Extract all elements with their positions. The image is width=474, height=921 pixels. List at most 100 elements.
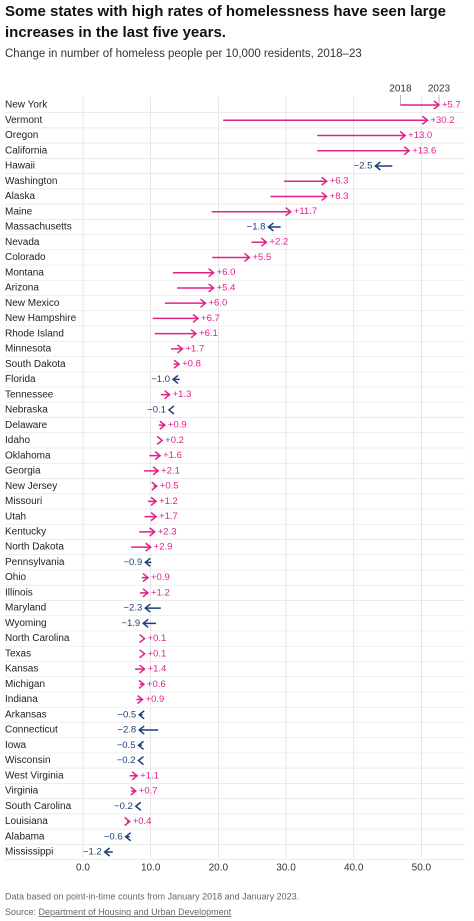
arrow [170, 344, 184, 354]
state-label: Wyoming [5, 618, 47, 629]
arrow [267, 222, 281, 232]
state-label: Indiana [5, 694, 38, 705]
change-label: −0.9 [123, 557, 142, 568]
x-tick-label: 10.0 [141, 863, 161, 874]
arrow [177, 283, 215, 293]
change-label: +0.8 [182, 359, 201, 370]
arrow [167, 405, 175, 415]
arrow [156, 435, 164, 445]
state-label: Kansas [5, 664, 38, 675]
change-label: −0.2 [117, 755, 136, 766]
change-label: −0.6 [104, 831, 123, 842]
arrow [173, 359, 181, 369]
state-label: Tennessee [5, 389, 54, 400]
arrow [143, 466, 160, 476]
arrow [134, 801, 142, 811]
change-label: +6.3 [330, 176, 349, 187]
state-label: Massachusetts [5, 222, 72, 233]
arrow [400, 100, 441, 110]
state-label: Kentucky [5, 527, 46, 538]
change-label: −0.5 [117, 709, 136, 720]
state-label: Iowa [5, 740, 27, 751]
change-label: +0.9 [151, 572, 170, 583]
change-label: +0.6 [147, 679, 166, 690]
x-tick-label: 40.0 [344, 863, 364, 874]
arrow [223, 115, 429, 125]
arrow [149, 451, 162, 461]
source-link[interactable]: Department of Housing and Urban Developm… [39, 907, 232, 917]
state-label: Pennsylvania [5, 557, 65, 568]
change-label: +13.6 [412, 145, 436, 156]
arrow [144, 603, 161, 613]
state-label: New Mexico [5, 298, 60, 309]
arrow [173, 268, 215, 278]
state-label: Virginia [5, 786, 39, 797]
state-label: Alabama [5, 831, 45, 842]
arrow [135, 664, 146, 674]
change-label: +1.1 [140, 770, 159, 781]
change-label: +0.9 [168, 420, 187, 431]
change-label: +13.0 [408, 130, 432, 141]
state-label: Arkansas [5, 709, 47, 720]
arrow [139, 649, 146, 659]
change-label: +1.2 [151, 587, 170, 598]
change-label: +1.6 [163, 450, 182, 461]
arrow [139, 633, 146, 644]
state-label: Washington [5, 176, 57, 187]
arrow [160, 390, 171, 400]
arrow [147, 496, 158, 506]
change-label: +5.5 [252, 252, 271, 263]
change-label: +5.7 [442, 100, 461, 111]
state-label: Louisiana [5, 816, 48, 827]
arrow [154, 329, 198, 339]
change-label: −1.8 [247, 221, 266, 232]
state-label: Idaho [5, 435, 30, 446]
change-label: +1.4 [148, 664, 167, 675]
arrow [317, 130, 407, 141]
state-label: Arizona [5, 283, 39, 294]
state-label: South Dakota [5, 359, 66, 370]
change-label: +0.9 [146, 694, 165, 705]
change-label: +0.1 [148, 633, 167, 644]
state-label: New Hampshire [5, 313, 77, 324]
state-label: Michigan [5, 679, 45, 690]
state-label: Connecticut [5, 725, 58, 736]
chart-title: Some states with high rates of homelessn… [5, 3, 446, 20]
state-label: Maine [5, 206, 33, 217]
arrow [171, 374, 180, 384]
arrow [141, 573, 150, 583]
arrow [317, 146, 411, 156]
arrow [251, 237, 268, 247]
arrow [130, 786, 137, 796]
source-label: Source: [5, 907, 36, 917]
change-label: −0.2 [114, 801, 133, 812]
state-label: North Dakota [5, 542, 64, 553]
arrow [158, 420, 167, 430]
change-label: +0.7 [139, 786, 158, 797]
change-label: −1.2 [83, 847, 102, 858]
state-label: Mississippi [5, 847, 53, 858]
arrow [131, 542, 152, 552]
change-label: +1.2 [159, 496, 178, 507]
arrow [212, 252, 251, 263]
legend-label: 2018 [389, 84, 412, 95]
state-label: Illinois [5, 587, 33, 598]
state-label: Nebraska [5, 405, 48, 416]
change-label: +11.7 [294, 206, 317, 217]
chart-title: increases in the last five years. [5, 24, 226, 41]
change-label: −2.3 [123, 603, 142, 614]
state-label: North Carolina [5, 633, 70, 644]
arrow [211, 207, 292, 217]
change-label: +6.1 [199, 328, 218, 339]
state-label: Utah [5, 511, 26, 522]
note: Data based on point-in-time counts from … [5, 891, 299, 901]
state-label: Oregon [5, 130, 38, 141]
arrow [144, 557, 152, 567]
change-label: +30.2 [430, 115, 454, 126]
change-label: −1.0 [151, 374, 170, 385]
state-label: South Carolina [5, 801, 72, 812]
change-label: −2.5 [354, 160, 373, 171]
state-label: Ohio [5, 572, 27, 583]
arrow [270, 191, 328, 202]
change-label: +6.0 [208, 298, 227, 309]
